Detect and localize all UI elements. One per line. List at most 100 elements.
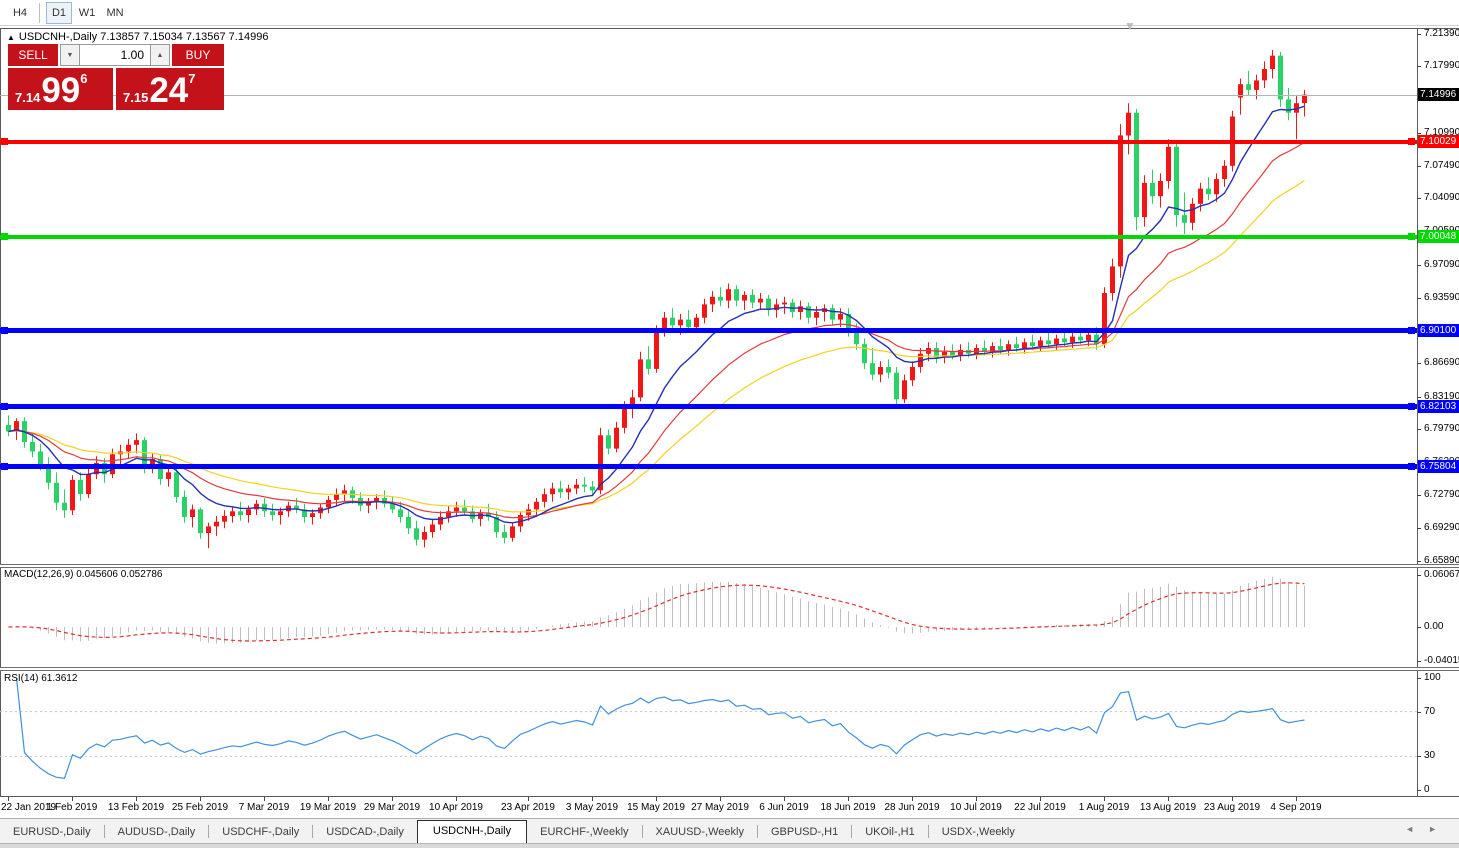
chart-tab-usdcad-daily[interactable]: USDCAD-,Daily xyxy=(326,826,404,838)
volume-input[interactable] xyxy=(80,44,150,66)
date-label: 7 Mar 2019 xyxy=(238,802,290,813)
price-tick xyxy=(1417,363,1421,364)
price-tick-label: 6.69290 xyxy=(1424,522,1459,533)
date-tick xyxy=(656,797,657,801)
timeframe-button-h4[interactable]: H4 xyxy=(12,6,28,19)
volume-decrease-button[interactable]: ▼ xyxy=(60,44,80,66)
price-tick-label: 6.97090 xyxy=(1424,259,1459,270)
tab-divider xyxy=(927,825,929,838)
sell-button[interactable]: SELL xyxy=(8,44,58,66)
level-handle[interactable] xyxy=(1,327,8,334)
date-tick xyxy=(1040,797,1041,801)
date-tick xyxy=(784,797,785,801)
tab-scroll-arrows: ◄► xyxy=(1405,824,1451,834)
timeframe-button-w1[interactable]: W1 xyxy=(78,6,96,19)
chart-tab-usdx-weekly[interactable]: USDX-,Weekly xyxy=(941,826,1015,838)
price-tick-label: 6.93590 xyxy=(1424,292,1459,303)
date-label: 27 May 2019 xyxy=(691,802,749,813)
sell-price-pip: 6 xyxy=(80,71,88,86)
date-tick xyxy=(912,797,913,801)
chart-expand-icon[interactable]: ▲ xyxy=(7,33,15,42)
tab-divider xyxy=(851,825,853,838)
toolbar-separator xyxy=(39,2,40,23)
panel-separator-macd[interactable] xyxy=(0,564,1459,568)
rsi-name: RSI(14) xyxy=(4,673,39,684)
rsi-tick xyxy=(1417,790,1421,791)
level-line-7.10029[interactable] xyxy=(0,140,1417,144)
price-tick-label: 7.21390 xyxy=(1424,28,1459,39)
macd-tick-label: 0.00 xyxy=(1424,621,1444,632)
panel-separator-rsi[interactable] xyxy=(0,667,1459,671)
buy-price-display[interactable]: 7.15 24 7 xyxy=(116,68,224,110)
chart-tab-ukoil-h1[interactable]: UKOil-,H1 xyxy=(865,826,915,838)
sell-price-display[interactable]: 7.14 99 6 xyxy=(8,68,113,110)
chart-tab-xauusd-weekly[interactable]: XAUUSD-,Weekly xyxy=(655,826,744,838)
date-label: 22 Jan 2019 xyxy=(1,802,57,813)
level-line-6.82103[interactable] xyxy=(0,404,1417,409)
chart-window-left-border xyxy=(0,28,1,817)
chart-symbol-period: USDCNH-,Daily xyxy=(18,31,98,43)
scroll-to-end-icon: ▼ xyxy=(1124,19,1136,33)
date-tick xyxy=(456,797,457,801)
macd-name: MACD(12,26,9) xyxy=(4,569,74,580)
price-tick-label: 7.17990 xyxy=(1424,60,1459,71)
level-price-label: 6.90100 xyxy=(1418,324,1459,337)
one-click-trading-panel: SELL ▼ ▲ BUY 7.14 99 6 7.15 24 7 xyxy=(8,44,224,110)
rsi-value: 61.3612 xyxy=(41,673,78,684)
date-tick xyxy=(328,797,329,801)
level-handle[interactable] xyxy=(1,233,8,240)
date-tick xyxy=(848,797,849,801)
sell-price-prefix: 7.14 xyxy=(15,90,41,105)
price-tick-label: 7.07490 xyxy=(1424,160,1459,171)
rsi-indicator[interactable] xyxy=(0,671,1417,796)
date-tick xyxy=(1104,797,1105,801)
level-handle[interactable] xyxy=(1,463,8,470)
date-label: 6 Jun 2019 xyxy=(759,802,809,813)
sell-price-main: 99 xyxy=(41,71,81,110)
chart-tab-usdchf-daily[interactable]: USDCHF-,Daily xyxy=(222,826,300,838)
date-label: 13 Aug 2019 xyxy=(1139,802,1197,813)
date-label: 25 Feb 2019 xyxy=(171,802,229,813)
level-handle[interactable] xyxy=(1408,233,1415,240)
price-tick-label: 7.04090 xyxy=(1424,192,1459,203)
candlestick-chart[interactable] xyxy=(0,29,1417,565)
level-handle[interactable] xyxy=(1,138,8,145)
tab-scroll-left-icon[interactable]: ◄ xyxy=(1405,824,1429,834)
level-handle[interactable] xyxy=(1,403,8,410)
date-tick xyxy=(1168,797,1169,801)
level-price-label: 7.00048 xyxy=(1418,230,1459,243)
rsi-bottom-border xyxy=(0,796,1459,797)
buy-button[interactable]: BUY xyxy=(172,44,224,66)
tab-scroll-right-icon[interactable]: ► xyxy=(1428,824,1451,834)
price-tick xyxy=(1417,66,1421,67)
rsi-tick xyxy=(1417,678,1421,679)
price-tick-label: 7.10990 xyxy=(1424,127,1459,138)
price-tick xyxy=(1417,397,1421,398)
macd-indicator[interactable] xyxy=(0,567,1417,667)
chart-tab-audusd-daily[interactable]: AUDUSD-,Daily xyxy=(117,826,196,838)
level-handle[interactable] xyxy=(1408,403,1415,410)
level-line-6.75804[interactable] xyxy=(0,464,1417,469)
current-price-line xyxy=(0,95,1417,96)
level-handle[interactable] xyxy=(1408,138,1415,145)
rsi-label: RSI(14) 61.3612 xyxy=(4,673,77,684)
timeframe-button-mn[interactable]: MN xyxy=(106,6,124,19)
level-line-6.90100[interactable] xyxy=(0,328,1417,333)
level-handle[interactable] xyxy=(1408,327,1415,334)
chart-tab-eurchf-weekly[interactable]: EURCHF-,Weekly xyxy=(540,826,629,838)
timeframe-button-d1[interactable]: D1 xyxy=(46,1,72,24)
tab-divider xyxy=(756,825,758,838)
status-strip xyxy=(0,843,1459,848)
chart-tab-usdcnh-daily[interactable]: USDCNH-,Daily xyxy=(416,820,528,843)
level-handle[interactable] xyxy=(1408,463,1415,470)
chart-tab-gbpusd-h1[interactable]: GBPUSD-,H1 xyxy=(770,826,839,838)
price-tick xyxy=(1417,133,1421,134)
date-tick xyxy=(1296,797,1297,801)
chart-tab-eurusd-daily[interactable]: EURUSD-,Daily xyxy=(13,826,91,838)
volume-increase-button[interactable]: ▲ xyxy=(150,44,170,66)
level-line-7.00048[interactable] xyxy=(0,235,1417,239)
price-tick xyxy=(1417,166,1421,167)
macd-value-1: 0.045606 xyxy=(76,569,118,580)
rsi-tick-label: 100 xyxy=(1424,672,1441,683)
date-axis[interactable]: 22 Jan 2019 1 Feb 2019 13 Feb 2019 25 Feb 2… xyxy=(0,797,1459,818)
